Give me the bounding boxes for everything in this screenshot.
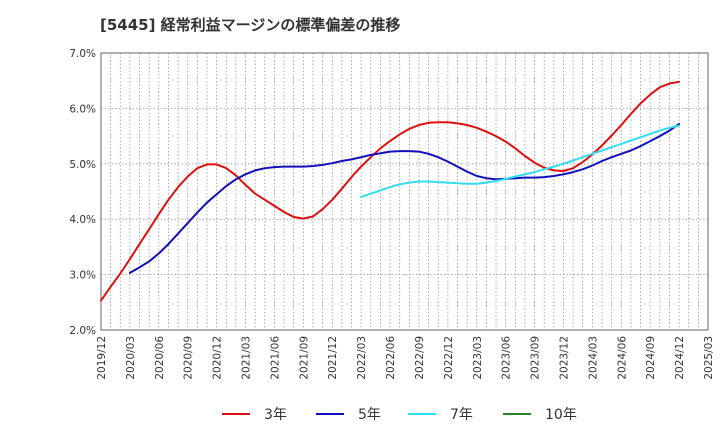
x-tick-label: 2021/09 [298,336,310,380]
legend-label: 10年 [545,407,577,423]
x-tick-label: 2023/09 [530,336,542,380]
x-tick-label: 2022/09 [414,336,426,380]
x-tick-label: 2024/12 [674,336,686,380]
x-tick-label: 2024/09 [645,336,657,380]
x-tick-label: 2020/09 [183,336,195,380]
x-tick-label: 2019/12 [96,336,108,380]
x-tick-label: 2022/03 [356,336,368,380]
legend-label: 7年 [450,407,473,423]
x-tick-label: 2021/03 [241,336,253,380]
y-tick-label: 5.0% [69,159,96,171]
x-tick-label: 2020/03 [125,336,137,380]
legend: 3年 5年 7年 10年 [222,407,577,423]
series-line-3年 [100,80,681,302]
y-tick-label: 7.0% [69,48,96,60]
plot-frame [100,52,709,331]
x-tick-label: 2020/12 [212,336,224,380]
y-tick-label: 4.0% [69,214,96,226]
x-tick-label: 2023/03 [472,336,484,380]
y-tick-label: 6.0% [69,103,96,115]
x-tick-label: 2020/06 [154,336,166,380]
x-tick-label: 2022/06 [385,336,397,380]
x-tick-label: 2023/06 [501,336,513,380]
plot-border [100,52,709,331]
grid [101,53,708,330]
x-tick-label: 2025/03 [703,336,715,380]
legend-label: 5年 [358,407,381,423]
legend-label: 3年 [264,407,287,423]
x-tick-label: 2024/06 [616,336,628,380]
chart-title: [5445] 経常利益マージンの標準偏差の推移 [100,16,401,34]
y-tick-label: 3.0% [69,270,96,282]
series-line-7年 [360,124,681,198]
x-axis: 2019/12 2020/03 2020/06 2020/09 2020/12 2021/… [96,336,715,380]
y-tick-label: 2.0% [69,325,96,337]
x-tick-label: 2023/12 [558,336,570,380]
x-tick-label: 2022/12 [443,336,455,380]
x-tick-label: 2024/03 [587,336,599,380]
x-tick-label: 2021/06 [269,336,281,380]
y-axis: 2.0% 3.0% 4.0% 5.0% 6.0% 7.0% [69,48,96,337]
series-lines [100,80,681,302]
x-tick-label: 2021/12 [327,336,339,380]
series-line-5年 [128,122,681,274]
